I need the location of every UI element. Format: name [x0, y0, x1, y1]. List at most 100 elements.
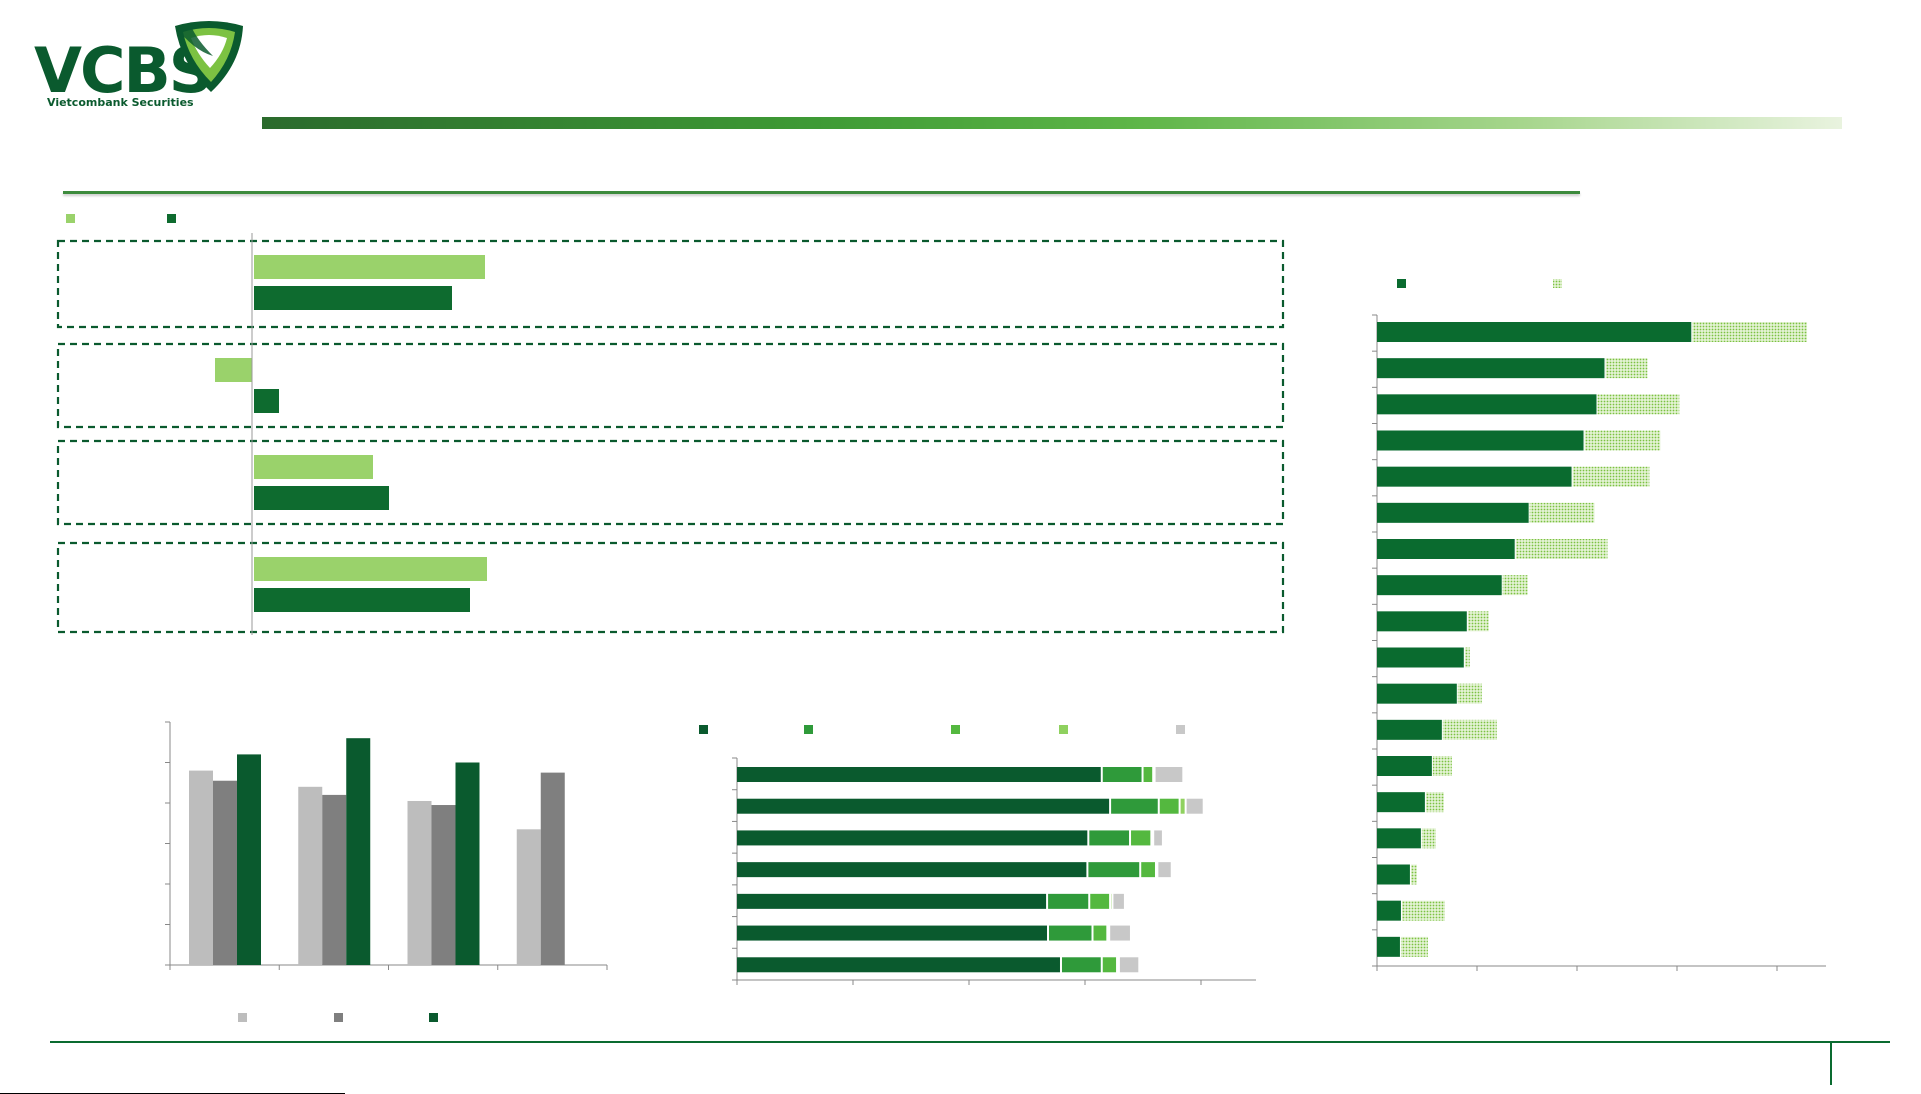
section-divider [63, 191, 1580, 194]
chart-4-bar-extra [1605, 358, 1647, 378]
chart-4-bar-extra [1530, 503, 1595, 523]
chart-3-legend-swatch [699, 725, 708, 734]
chart-2-bar [189, 771, 213, 965]
chart-4-legend-swatch [1553, 279, 1562, 288]
chart-2-bar [408, 801, 432, 965]
chart-4-legend-swatch [1397, 279, 1406, 288]
chart-4-bar-base [1377, 467, 1572, 487]
chart-3-bar-segment [737, 830, 1087, 845]
chart-3-bar-segment [1049, 926, 1091, 941]
chart-2-legend-swatch [238, 1013, 247, 1022]
chart-3-bar-segment [1160, 799, 1179, 814]
chart-4-bars [1377, 322, 1807, 957]
chart-3-legend-swatch [1176, 725, 1185, 734]
chart-1-bar [254, 557, 487, 581]
chart-3-bar-segment [1110, 926, 1130, 941]
chart-3-legend-swatch [951, 725, 960, 734]
chart-4-bar-extra [1516, 539, 1608, 559]
chart-1-bar [254, 255, 485, 279]
chart-2-bar [456, 763, 480, 966]
chart-4-bar-extra [1598, 394, 1680, 414]
chart-4-bar-extra [1503, 575, 1528, 595]
chart-3-bar-segment [737, 894, 1046, 909]
chart-1-group-box [58, 441, 1283, 524]
chart-3-bar-segment [1120, 957, 1138, 972]
chart-1-group-boxes [58, 241, 1283, 632]
chart-3-bar-segment [1156, 767, 1183, 782]
chart-1-horizontal-comparison [50, 205, 1290, 635]
chart-3-bar-segment [1111, 799, 1158, 814]
chart-4-bar-base [1377, 539, 1515, 559]
chart-2-legend [238, 1013, 438, 1022]
chart-3-bar-segment [1158, 862, 1170, 877]
chart-4-bar-extra [1465, 648, 1470, 668]
chart-2-vertical-bars [150, 715, 620, 1025]
chart-4-bar-extra [1422, 828, 1436, 848]
chart-3-bar-segment [1131, 830, 1150, 845]
chart-2-bar [517, 829, 541, 965]
vcbs-logo-icon [173, 20, 245, 94]
chart-3-bar-segment [1062, 957, 1101, 972]
chart-3-bar-segment [737, 926, 1047, 941]
chart-4-bar-base [1377, 358, 1604, 378]
chart-4-bar-base [1377, 431, 1584, 451]
footer-rule [50, 1041, 1890, 1043]
chart-4-legend [1397, 279, 1562, 288]
chart-1-legend-swatch [167, 214, 176, 223]
chart-3-bar-segment [1144, 767, 1153, 782]
chart-4-bar-base [1377, 720, 1442, 740]
chart-1-bar [254, 588, 470, 612]
chart-4-bar-base [1377, 648, 1464, 668]
chart-4-bar-base [1377, 937, 1400, 957]
chart-4-bar-base [1377, 575, 1502, 595]
header-gradient-bar [262, 117, 1842, 129]
chart-2-legend-swatch [334, 1013, 343, 1022]
chart-2-bar [237, 754, 261, 965]
chart-2-bar [432, 805, 456, 965]
chart-2-bars [189, 738, 565, 965]
chart-4-bar-extra [1443, 720, 1497, 740]
chart-4-bar-extra [1433, 756, 1452, 776]
chart-3-bar-segment [1093, 926, 1106, 941]
chart-4-bar-extra [1426, 792, 1444, 812]
chart-3-legend-swatch [1059, 725, 1068, 734]
chart-1-bar [254, 455, 373, 479]
chart-4-bar-extra [1401, 937, 1428, 957]
chart-4-bar-base [1377, 901, 1401, 921]
chart-2-bar [322, 795, 346, 965]
chart-3-bar-segment [737, 957, 1060, 972]
chart-1-legend-swatch [66, 214, 75, 223]
chart-4-bar-base [1377, 828, 1421, 848]
chart-4-bar-extra [1692, 322, 1807, 342]
chart-4-bar-base [1377, 756, 1432, 776]
chart-3-bars [737, 767, 1203, 972]
chart-4-bar-extra [1402, 901, 1445, 921]
chart-3-bar-segment [1187, 799, 1203, 814]
chart-4-ranked-bars [1360, 265, 1830, 985]
chart-3-bar-segment [1090, 894, 1109, 909]
chart-3-bar-segment [737, 862, 1086, 877]
chart-3-bar-segment [1048, 894, 1088, 909]
chart-1-bar [215, 358, 252, 382]
chart-1-bars [215, 255, 487, 612]
chart-3-bar-segment [1181, 799, 1185, 814]
chart-3-bar-segment [1113, 894, 1124, 909]
chart-3-bar-segment [1103, 957, 1116, 972]
brand-tagline: Vietcombank Securities [47, 96, 194, 109]
chart-4-bar-extra [1468, 611, 1489, 631]
chart-2-legend-swatch [429, 1013, 438, 1022]
chart-1-legend [66, 214, 176, 223]
chart-3-bar-segment [1103, 767, 1142, 782]
chart-2-bar [346, 738, 370, 965]
chart-3-bar-segment [1088, 862, 1139, 877]
chart-3-bar-segment [1141, 862, 1155, 877]
chart-4-bar-base [1377, 611, 1467, 631]
chart-4-bar-extra [1411, 865, 1417, 885]
chart-1-bar [254, 486, 389, 510]
chart-2-bar [541, 773, 565, 965]
chart-4-bar-base [1377, 322, 1691, 342]
chart-1-group-box [58, 344, 1283, 427]
chart-4-bar-extra [1585, 431, 1661, 451]
chart-1-group-box [58, 543, 1283, 632]
chart-3-bar-segment [1154, 830, 1162, 845]
